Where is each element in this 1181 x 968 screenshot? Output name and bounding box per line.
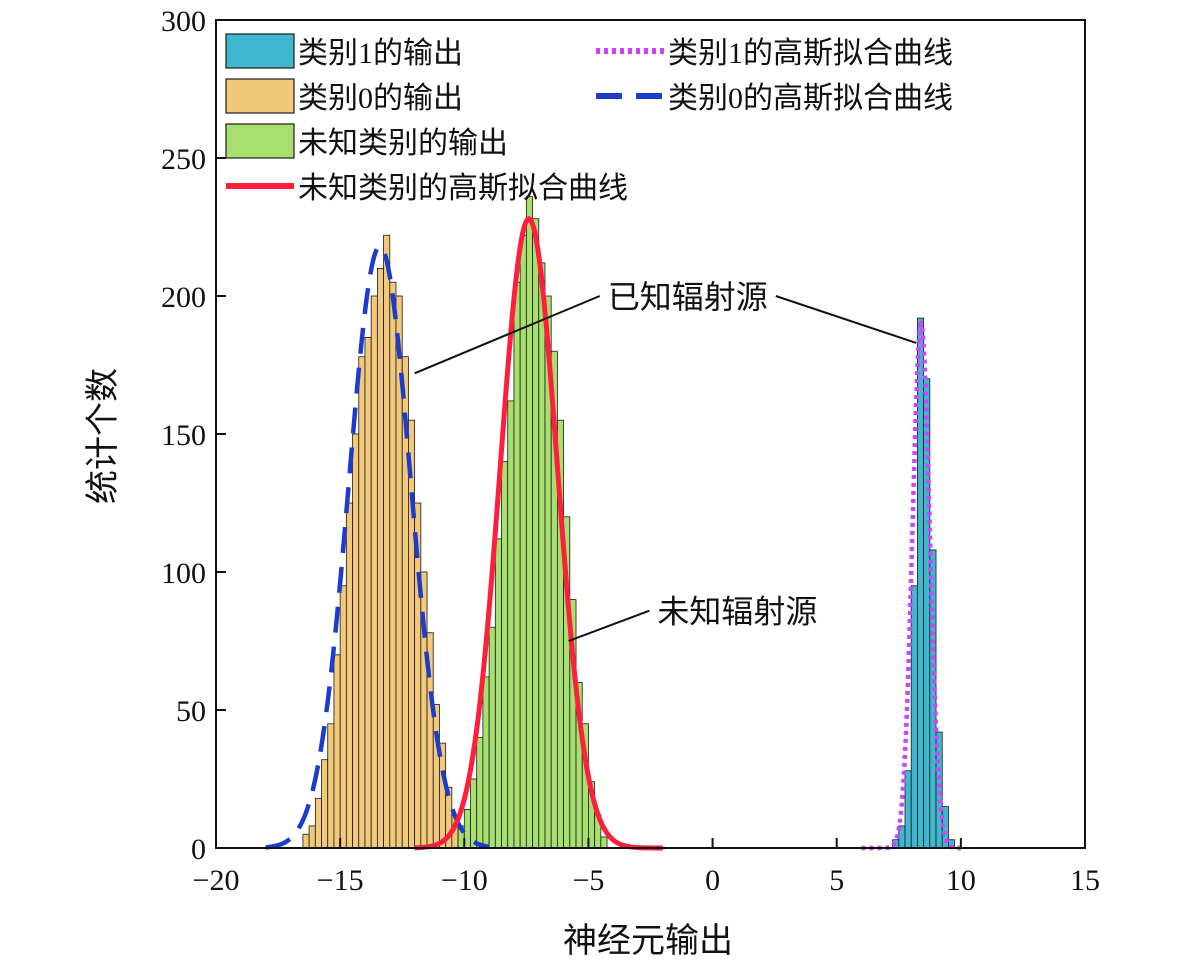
x-tick-label: 0 [705,864,720,897]
y-axis-label: 统计个数 [84,368,122,504]
histogram-bar [370,295,378,849]
x-tick-label: −10 [441,864,488,897]
x-tick-label: −15 [317,864,364,897]
legend-swatch [225,33,295,69]
y-tick-label: 0 [191,833,206,866]
x-tick-label: 10 [946,864,976,897]
annotation-label: 未知辐射源 [657,594,817,630]
histogram-bar [364,336,372,849]
gaussian-fit-curve [414,215,663,851]
histogram-bar [432,704,440,849]
histogram-bar [383,234,391,849]
y-tick-label: 150 [161,419,206,452]
annotation-leader [568,609,650,642]
histogram-bar [358,356,366,849]
histogram-bar [525,196,533,849]
legend-item: 类别1的高斯拟合曲线 [596,37,953,70]
histogram-bar [439,742,447,849]
legend-item: 未知类别的高斯拟合曲线 [226,172,628,205]
legend-label: 未知类别的输出 [298,127,508,160]
histogram-bar [935,731,943,849]
x-tick-label: 5 [829,864,844,897]
histogram-bar [538,262,546,849]
histogram-bar [345,502,353,849]
x-tick-label: 15 [1070,864,1100,897]
histogram-bar [376,267,384,849]
histogram-bar [352,433,360,849]
legend-item: 类别0的输出 [225,78,463,115]
legend-swatch [225,123,295,159]
histogram-bar [333,654,341,849]
legend-item: 类别1的输出 [225,33,463,70]
annotation: 未知辐射源 [568,594,817,642]
y-tick-label: 200 [161,281,206,314]
histogram-bar [532,218,540,849]
histogram-bar [327,723,335,849]
y-tick-label: 300 [161,5,206,38]
annotation-leader [775,295,917,344]
histogram-bar [389,281,397,849]
legend-label: 类别1的输出 [298,37,463,70]
histogram-bar [470,778,478,849]
x-tick-label: −5 [572,864,604,897]
y-tick-label: 100 [161,557,206,590]
legend-label: 类别0的输出 [298,82,463,115]
histogram-bar [314,797,322,849]
histogram-bar [501,461,509,849]
histogram-bar [600,836,608,849]
annotation-label: 已知辐射源 [608,279,768,315]
histogram-bar [476,737,484,849]
x-axis-label: 神经元输出 [563,922,733,960]
histogram-bar [494,538,502,849]
histogram-bar [910,585,918,849]
y-tick-label: 50 [176,695,206,728]
histogram-bar [904,770,912,849]
histogram-bar [302,833,310,849]
histogram-bar [507,400,515,849]
x-tick-label: −20 [193,864,240,897]
histogram-bar [408,419,416,849]
histogram-bar [513,281,521,849]
histogram-bar [321,759,329,849]
histogram-bar [482,676,490,849]
legend-label: 类别1的高斯拟合曲线 [668,37,953,70]
annotation: 已知辐射源 [414,279,917,375]
legend-item: 类别0的高斯拟合曲线 [596,82,953,115]
legend-swatch [225,78,295,114]
legend-item: 未知类别的输出 [225,123,508,160]
gaussian-fit-curve [265,243,490,850]
histogram-bar [488,626,496,849]
legend-label: 未知类别的高斯拟合曲线 [298,172,628,205]
histogram-bar [308,825,316,849]
histogram-bar [339,585,347,849]
legend-label: 类别0的高斯拟合曲线 [668,82,953,115]
annotation-leader [414,295,601,375]
y-tick-label: 250 [161,143,206,176]
